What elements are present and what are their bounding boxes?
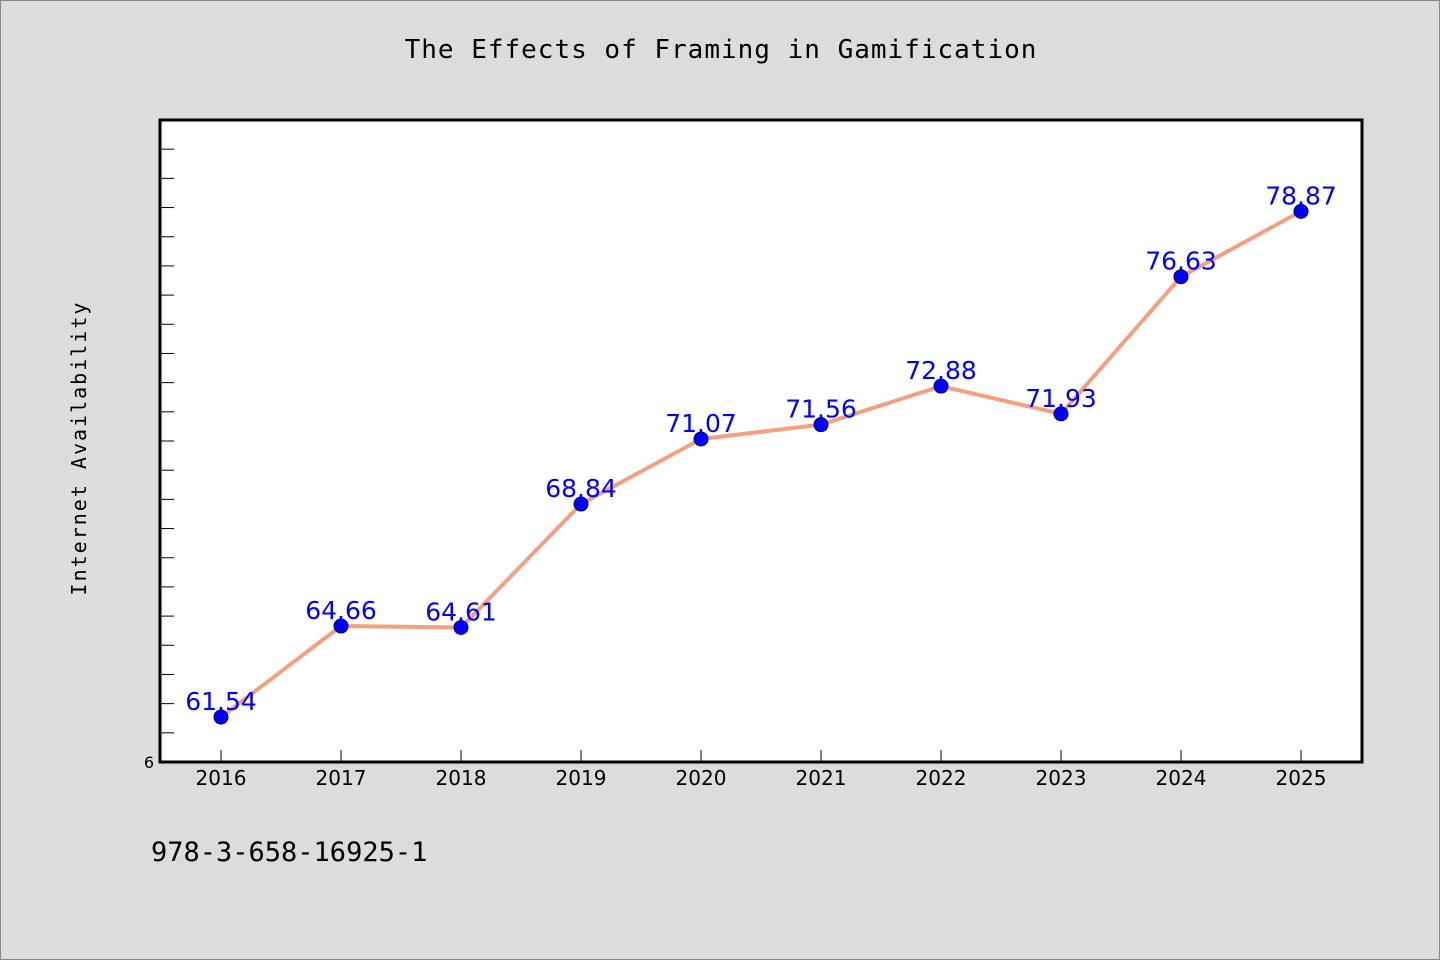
- data-point: [453, 619, 469, 635]
- series-line: [219, 209, 1302, 719]
- data-point: [1293, 203, 1309, 219]
- data-label: 72.88: [905, 356, 977, 385]
- x-tick-label: 2024: [1156, 766, 1207, 790]
- data-label: 61.54: [185, 687, 257, 716]
- data-point: [1053, 406, 1069, 422]
- x-tick-label: 2022: [916, 766, 967, 790]
- x-tick-label: 2018: [436, 766, 487, 790]
- data-label: 76.63: [1145, 247, 1217, 276]
- data-label: 64.61: [425, 597, 497, 626]
- data-point: [693, 431, 709, 447]
- y-tick-label: 6: [144, 753, 154, 772]
- plot-area: [160, 120, 1362, 762]
- x-tick-label: 2017: [316, 766, 367, 790]
- data-label: 64.66: [305, 596, 377, 625]
- data-label: 71.07: [665, 409, 737, 438]
- x-tick-label: 2016: [196, 766, 247, 790]
- isbn-footer: 978-3-658-16925-1: [151, 837, 428, 868]
- x-tick-label: 2025: [1276, 766, 1327, 790]
- data-point: [933, 378, 949, 394]
- chart-title: The Effects of Framing in Gamification: [404, 35, 1038, 65]
- x-tick-label: 2019: [556, 766, 607, 790]
- data-point: [333, 618, 349, 634]
- x-tick-label: 2021: [796, 766, 847, 790]
- x-tick-label: 2020: [676, 766, 727, 790]
- plot-frame: [158, 118, 1364, 764]
- data-label: 68.84: [545, 474, 617, 503]
- data-point: [1173, 269, 1189, 285]
- data-label: 71.93: [1025, 384, 1097, 413]
- data-label: 78.87: [1265, 181, 1337, 210]
- data-point: [813, 417, 829, 433]
- data-label: 71.56: [785, 395, 857, 424]
- x-tick-label: 2023: [1036, 766, 1087, 790]
- data-point: [573, 496, 589, 512]
- data-point: [213, 709, 229, 725]
